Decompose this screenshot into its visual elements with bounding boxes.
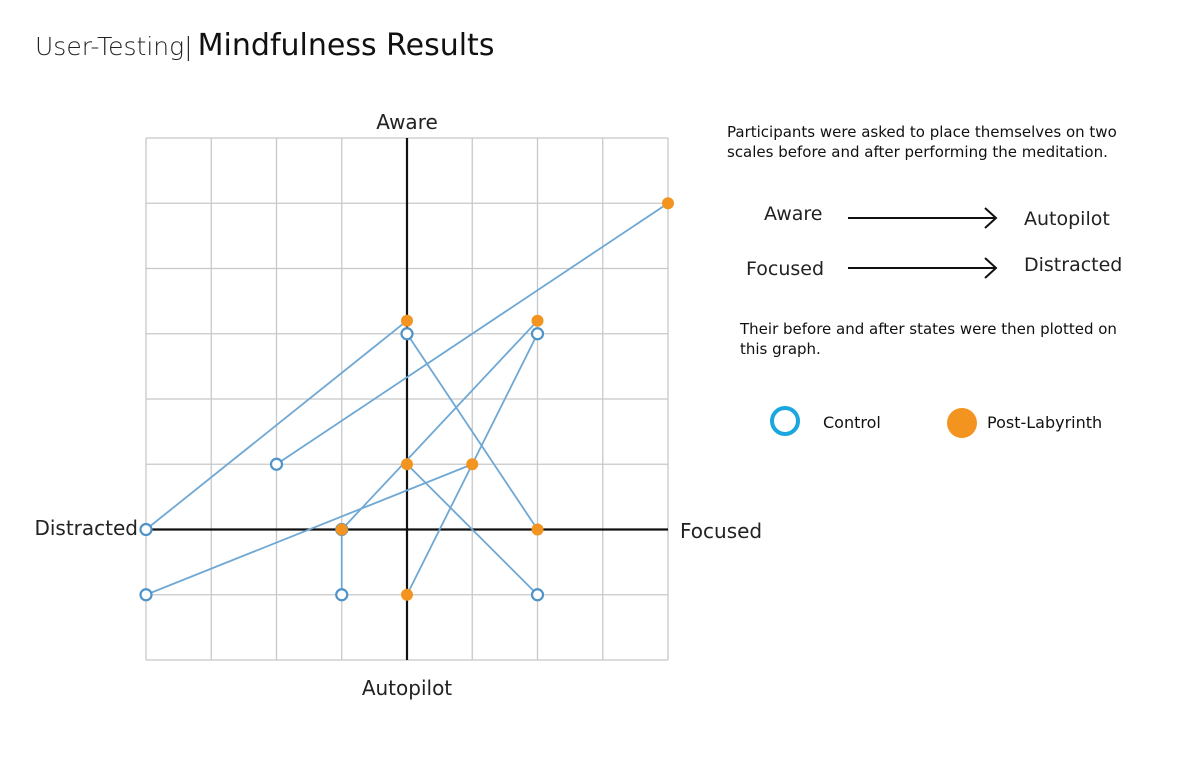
post-labyrinth-point [335,523,348,536]
description-intro: Participants were asked to place themsel… [727,123,1117,161]
legend-post-label: Post-Labyrinth [987,413,1103,432]
post-labyrinth-point [531,314,544,327]
title-prefix: User-Testing [35,32,185,61]
scale-2-to: Distracted [1024,254,1123,276]
post-labyrinth-point [401,458,413,471]
legend-post-swatch [947,408,977,438]
connection-line [276,202,669,465]
connection-line [145,319,408,531]
control-point [139,522,153,537]
connection-line [341,320,539,531]
axis-label-top: Aware [376,110,438,134]
scale-1-to: Autopilot [1024,208,1110,230]
connection-line [406,333,539,530]
page-title: User-Testing| Mindfulness Results [35,28,494,63]
control-point [139,588,153,602]
description-outro: Their before and after states were then … [740,320,1117,358]
connection-line [406,463,539,596]
control-point [335,588,349,602]
legend-control-label: Control [823,413,881,432]
axis-label-left: Distracted [34,516,138,540]
scale-2-from: Focused [746,258,825,280]
post-labyrinth-point [662,197,674,210]
control-point [269,457,284,471]
scale-1-from: Aware [764,203,823,225]
title-main: Mindfulness Results [197,28,495,63]
scale-2-arrow-icon [848,257,998,279]
control-point [400,327,414,341]
connection-line [145,463,473,596]
title-separator: | [184,32,193,61]
scale-1-arrow-icon [848,207,998,229]
axis-label-bottom: Autopilot [362,676,452,700]
post-labyrinth-point [531,523,544,536]
chart-axes [146,138,668,660]
post-labyrinth-point [401,314,413,327]
legend-control-swatch [770,406,800,436]
control-point [530,588,545,602]
connection-lines [145,202,669,596]
axis-label-right: Focused [680,519,762,543]
control-point [530,327,545,341]
data-points [139,197,674,602]
post-labyrinth-point [466,458,479,471]
post-labyrinth-point [401,588,413,601]
